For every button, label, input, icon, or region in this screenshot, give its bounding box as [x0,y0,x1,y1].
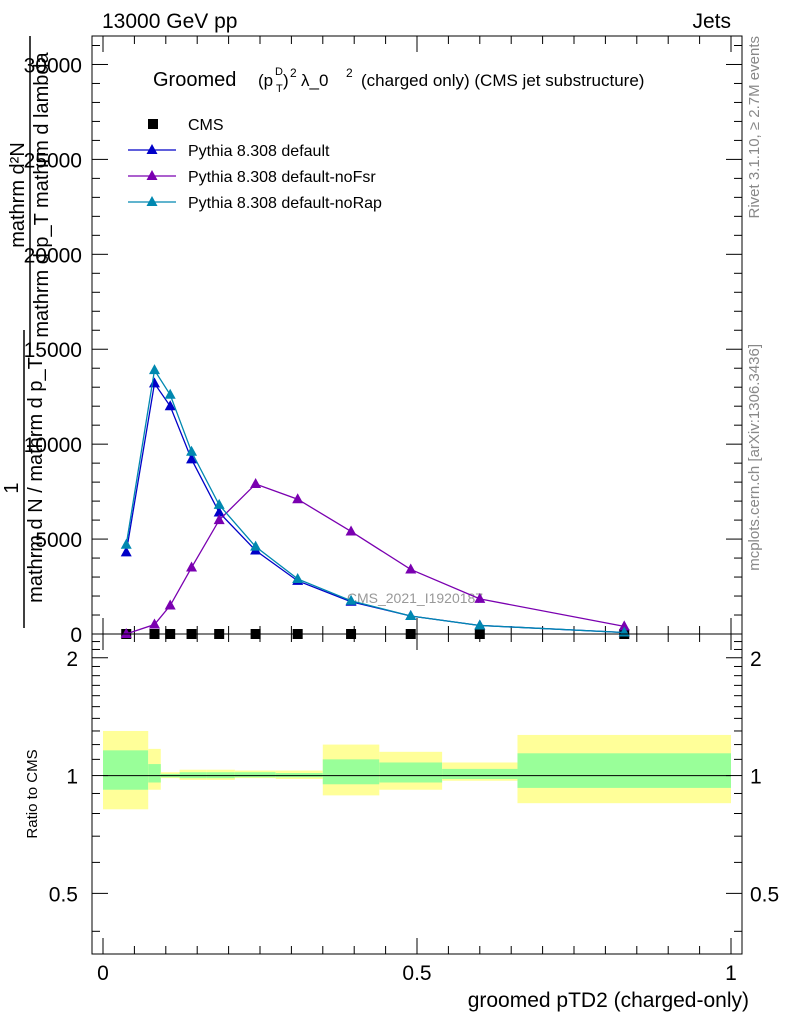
ratio-y-tick-label-right: 1 [750,766,762,789]
main-y-tick-label: 10000 [24,434,82,457]
main-y-tick-label: 20000 [24,244,82,267]
legend-marker-triangle [146,170,158,180]
ratio-bands [103,730,731,810]
header-process: Jets [692,10,731,33]
pythia-data-point [213,506,225,517]
pythia-data-point [120,538,132,549]
ratio-inner-band [322,759,380,785]
ratio-axes: 0.5 0.5 1 1 2 2 0 0.5 1 [49,634,779,985]
title-lambda-power: 2 [346,66,353,80]
header-energy: 13000 GeV pp [102,10,237,33]
analysis-watermark: CMS_2021_I1920187 [347,590,483,606]
series-line [126,483,625,635]
pythia-data-point [618,620,630,631]
pythia-data-point [213,498,225,509]
pythia-data-point [345,594,357,605]
main-y-tick-label: 15000 [24,339,82,362]
ylabel-bottom: mathrm d N / mathrm d p_T [25,357,47,603]
title-power: 2 [290,66,297,80]
pythia-data-point [164,388,176,399]
ratio-y-tick-label-left: 1 [66,766,78,789]
pythia-data-point [292,572,304,583]
pythia-data-point [186,453,198,464]
x-tick-label: 0 [97,962,109,985]
pythia-data-point [292,493,304,504]
main-y-tick-label: 0 [70,624,82,647]
legend-label: Pythia 8.308 default-noRap [188,195,382,212]
pythia-data-point [164,599,176,610]
ratio-inner-band [442,768,518,779]
legend-marker-triangle [146,196,158,206]
title-sup-d: D [275,66,283,78]
ratio-y-tick-label-left: 0.5 [49,883,78,906]
title-sub-t: T [276,83,283,95]
x-tick-label: 1 [725,962,737,985]
pythia-data-point [120,628,132,638]
main-axes: 0 5000 10000 15000 20000 25000 30000 [24,36,742,647]
ylabel-numerator: mathrm d²N [7,142,29,248]
pythia-data-point [213,514,225,525]
ratio-inner-band [103,750,149,790]
x-tick-label: 0.5 [402,962,431,985]
title-main: Groomed [153,69,236,91]
ratio-inner-band [379,762,443,783]
ratio-y-label: Ratio to CMS [24,749,41,838]
ratio-y-tick-label-right: 2 [750,648,762,671]
ratio-inner-band [148,764,161,783]
title-lambda: λ_0 [301,71,328,90]
title-math: (p [258,71,273,90]
pythia-data-point [148,364,160,375]
ratio-inner-band [234,772,276,778]
pythia-data-point [345,525,357,536]
ratio-inner-band [517,753,731,788]
legend-marker-square [148,119,158,129]
pythia-data-point [148,618,160,629]
pythia-data-point [474,619,486,630]
main-y-tick-label: 5000 [35,529,82,552]
main-y-tick-label: 30000 [24,54,82,77]
pythia-data-point [148,377,160,388]
pythia-data-point [405,563,417,574]
mcplots-label: mcplots.cern.ch [arXiv:1306.3436] [746,344,763,571]
pythia-data-point [186,445,198,456]
pythia-data-point [186,561,198,572]
plot-title: Groomed (p D T ) 2 λ_0 2 (charged only) … [153,66,644,95]
legend: CMS Pythia 8.308 default Pythia 8.308 defa… [128,117,382,212]
rivet-label: Rivet 3.1.10, ≥ 2.7M events [746,36,763,219]
pythia-data-point [164,400,176,411]
pythia-data-point [474,592,486,603]
title-paren: ) [283,71,289,90]
ratio-y-tick-label-left: 2 [66,648,78,671]
legend-label: CMS [188,117,224,134]
x-axis-label: groomed pTD2 (charged-only) [468,989,749,1012]
title-tail: (charged only) (CMS jet substructure) [361,71,644,90]
pythia-data-point [120,546,132,557]
ratio-y-tick-label-right: 0.5 [750,883,779,906]
pythia-data-point [405,609,417,620]
ylabel-denominator: mathrm d p_T mathrm d lambda [31,51,53,337]
ylabel-one: 1 [1,482,23,493]
pythia-data-point [250,478,262,489]
pythia-data-point [250,540,262,551]
main-y-tick-label: 25000 [24,149,82,172]
legend-label: Pythia 8.308 default-noFsr [188,169,376,186]
legend-marker-triangle [146,144,158,154]
main-y-label: mathrm d²N mathrm d p_T mathrm d lambda … [1,36,53,628]
legend-label: Pythia 8.308 default [188,143,330,160]
